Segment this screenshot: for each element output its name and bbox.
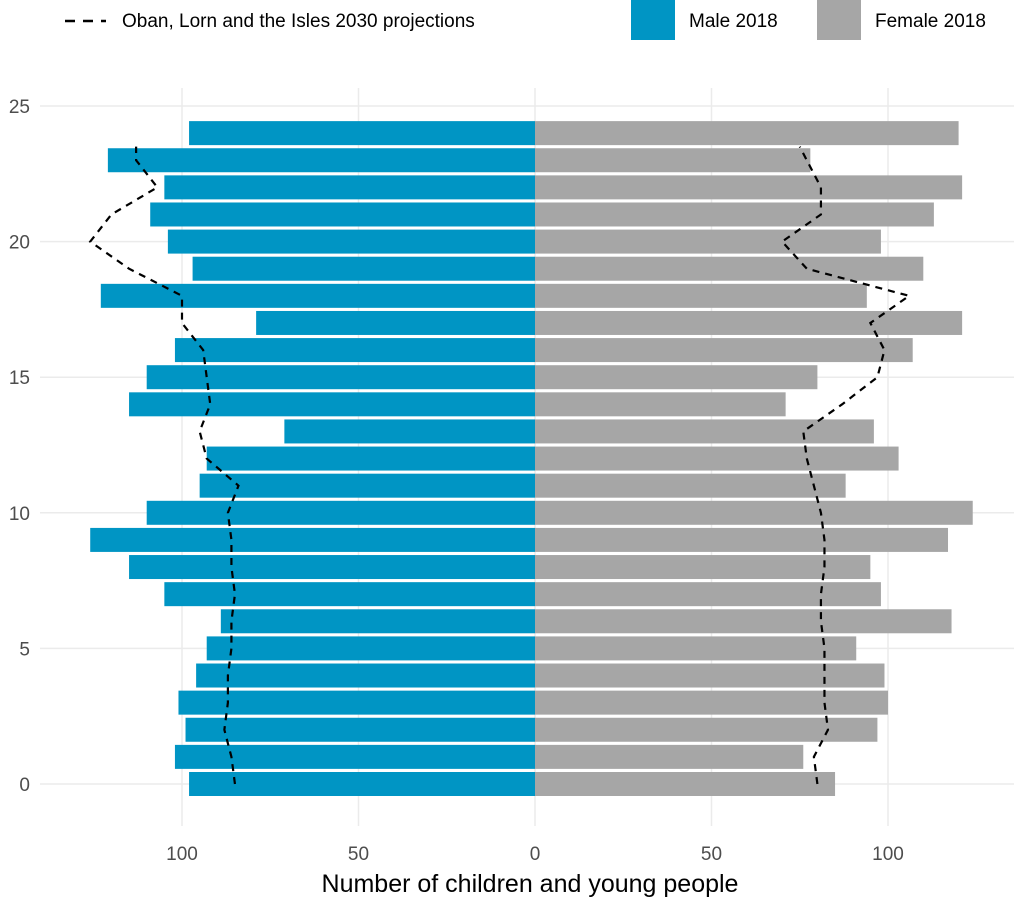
- female-bar: [535, 772, 836, 796]
- male-bar: [178, 690, 535, 715]
- female-bar: [535, 202, 934, 227]
- female-bar: [535, 555, 871, 580]
- y-tick-label: 20: [9, 233, 30, 254]
- male-bar: [206, 446, 535, 471]
- y-tick-label: 10: [9, 504, 30, 525]
- female-bar: [535, 175, 963, 200]
- legend-male-label: Male 2018: [689, 11, 778, 32]
- male-bar: [192, 256, 535, 281]
- male-bar: [220, 609, 535, 634]
- bars: [90, 121, 973, 796]
- x-axis-label: Number of children and young people: [322, 870, 739, 898]
- female-bar: [535, 527, 949, 552]
- x-tick-label: 50: [701, 844, 722, 865]
- y-tick-label: 25: [9, 97, 30, 118]
- x-axis-ticks: 100 50 0 50 100: [166, 844, 904, 865]
- y-axis-ticks: 0 5 10 15 20 25: [9, 97, 30, 796]
- male-bar: [189, 121, 535, 146]
- male-bar: [189, 772, 535, 796]
- female-bar: [535, 744, 804, 769]
- legend: Oban, Lorn and the Isles 2030 projection…: [65, 0, 986, 40]
- female-bar: [535, 121, 959, 146]
- male-bar: [284, 419, 535, 444]
- male-bar: [164, 582, 535, 607]
- female-bar: [535, 392, 786, 417]
- female-bar: [535, 419, 874, 444]
- female-bar: [535, 446, 899, 471]
- female-bar: [535, 717, 878, 742]
- male-bar: [129, 392, 536, 417]
- female-bar: [535, 582, 881, 607]
- female-bar: [535, 636, 857, 661]
- male-bar: [150, 202, 536, 227]
- female-bar: [535, 229, 881, 254]
- projection-lines: [88, 146, 912, 785]
- female-bar: [535, 338, 913, 363]
- female-bar: [535, 283, 867, 308]
- legend-female-label: Female 2018: [875, 11, 986, 32]
- male-bar: [146, 500, 535, 525]
- x-tick-label: 0: [530, 844, 541, 865]
- female-bar: [535, 310, 963, 335]
- female-bar: [535, 365, 818, 390]
- y-tick-label: 15: [9, 368, 30, 389]
- male-bar: [196, 663, 535, 688]
- legend-projection-label: Oban, Lorn and the Isles 2030 projection…: [122, 11, 475, 32]
- male-bar: [256, 310, 535, 335]
- female-bar: [535, 500, 973, 525]
- legend-male-swatch: [631, 0, 675, 40]
- legend-female-swatch: [817, 0, 861, 40]
- male-projection-line: [88, 146, 240, 785]
- x-tick-label: 50: [348, 844, 369, 865]
- male-bar: [167, 229, 535, 254]
- x-tick-label: 100: [166, 844, 198, 865]
- male-bar: [146, 365, 535, 390]
- male-bar: [164, 175, 535, 200]
- male-bar: [129, 555, 536, 580]
- y-tick-label: 5: [19, 639, 30, 660]
- male-bar: [107, 148, 536, 173]
- female-projection-line: [780, 146, 912, 785]
- male-bar: [90, 527, 535, 552]
- female-bar: [535, 148, 811, 173]
- x-tick-label: 100: [872, 844, 904, 865]
- male-bar: [199, 473, 535, 498]
- female-bar: [535, 473, 846, 498]
- female-bar: [535, 256, 924, 281]
- male-bar: [174, 744, 535, 769]
- male-bar: [185, 717, 535, 742]
- male-bar: [100, 283, 535, 308]
- male-bar: [206, 636, 535, 661]
- male-bar: [174, 338, 535, 363]
- female-bar: [535, 663, 885, 688]
- female-bar: [535, 609, 952, 634]
- female-bar: [535, 690, 888, 715]
- y-tick-label: 0: [19, 775, 30, 796]
